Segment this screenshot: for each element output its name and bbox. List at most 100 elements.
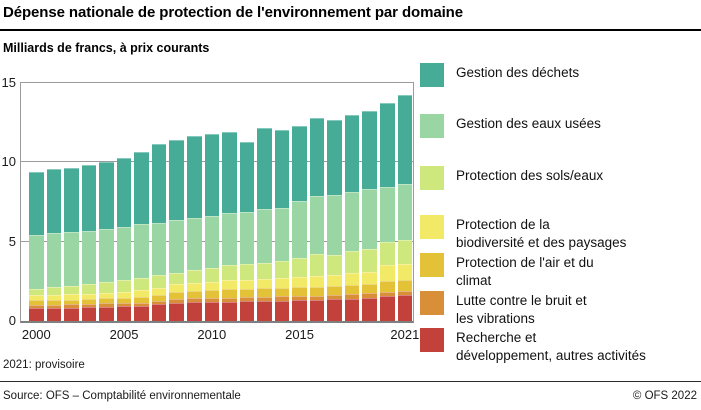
- bar-segment: [397, 263, 413, 280]
- bar-segment: [274, 300, 290, 321]
- legend-swatch-biodiversite: [420, 215, 444, 239]
- bar-segment: [292, 296, 307, 301]
- legend-label: Gestion des eaux usées: [456, 116, 601, 131]
- bar-2000: [29, 172, 44, 321]
- bar-segment: [380, 186, 395, 242]
- bar-segment: [81, 284, 97, 294]
- bar-segment: [204, 267, 220, 282]
- bar-segment: [29, 288, 44, 296]
- bar-2005: [116, 158, 132, 321]
- bar-segment: [204, 290, 220, 298]
- bar-segment: [134, 224, 149, 278]
- bar-segment: [151, 294, 167, 301]
- x-tick-label-2000: 2000: [21, 327, 51, 342]
- bar-segment: [116, 297, 132, 304]
- bar-segment: [64, 299, 79, 305]
- bar-segment: [380, 281, 395, 293]
- x-axis: 2000 2005 2010 2015 2021: [20, 327, 420, 345]
- bar-segment: [397, 294, 413, 321]
- bar-segment: [222, 131, 237, 213]
- bar-segment: [46, 294, 62, 301]
- bar-segment: [327, 294, 342, 300]
- bar-segment: [99, 306, 114, 321]
- bar-segment: [257, 208, 272, 263]
- bar-segment: [186, 218, 202, 271]
- bar-segment: [186, 282, 202, 291]
- bar-segment: [169, 272, 184, 285]
- bar-segment: [292, 276, 307, 288]
- bar-segment: [204, 133, 220, 216]
- bar-segment: [309, 118, 325, 196]
- bar-2016: [309, 118, 325, 321]
- bar-segment: [134, 305, 149, 321]
- bar-segment: [81, 299, 97, 305]
- bar-segment: [81, 293, 97, 300]
- bar-segment: [397, 240, 413, 264]
- bar-segment: [397, 290, 413, 295]
- bar-2020: [380, 103, 395, 321]
- bar-segment: [134, 277, 149, 291]
- bar-segment: [327, 299, 342, 321]
- bar-segment: [309, 286, 325, 296]
- bar-segment: [344, 298, 360, 321]
- bar-2010: [204, 133, 220, 321]
- bar-segment: [46, 287, 62, 295]
- y-tick-label-0: 0: [8, 313, 16, 328]
- bar-segment: [116, 306, 132, 321]
- bar-segment: [151, 144, 167, 223]
- bar-segment: [116, 280, 132, 292]
- bar-segment: [380, 241, 395, 266]
- title-divider: [0, 29, 701, 31]
- bar-segment: [116, 303, 132, 307]
- bar-segment: [169, 284, 184, 292]
- bar-segment: [169, 291, 184, 299]
- chart-legend: Gestion des déchets Gestion des eaux usé…: [420, 0, 700, 363]
- bar-segment: [204, 298, 220, 302]
- bar-segment: [99, 298, 114, 304]
- bar-segment: [344, 115, 360, 193]
- bar-segment: [151, 288, 167, 295]
- bar-segment: [222, 301, 237, 321]
- bar-segment: [64, 304, 79, 308]
- bar-segment: [134, 296, 149, 303]
- bar-segment: [309, 254, 325, 276]
- bar-2007: [151, 144, 167, 321]
- bar-segment: [64, 285, 79, 295]
- bar-segment: [116, 158, 132, 228]
- bar-segment: [274, 130, 290, 208]
- bar-segment: [222, 297, 237, 302]
- bar-segment: [46, 308, 62, 321]
- bar-segment: [397, 95, 413, 185]
- x-tick-label-2005: 2005: [109, 327, 139, 342]
- bar-segment: [116, 291, 132, 298]
- bar-segment: [204, 215, 220, 268]
- bar-segment: [222, 289, 237, 298]
- bar-segment: [274, 277, 290, 288]
- bar-segment: [29, 308, 44, 321]
- bar-2018: [344, 115, 360, 321]
- bar-segment: [99, 292, 114, 299]
- bar-segment: [274, 260, 290, 278]
- bar-segment: [99, 228, 114, 282]
- chart-plot-area: [20, 82, 414, 323]
- bar-2012: [239, 141, 255, 321]
- bar-segment: [29, 235, 44, 289]
- bar-segment: [46, 232, 62, 288]
- bar-segment: [186, 302, 202, 321]
- bar-segment: [292, 126, 307, 202]
- bar-segment: [29, 295, 44, 301]
- bar-segment: [380, 292, 395, 297]
- chart-unit-label: Milliards de francs, à prix courants: [3, 41, 210, 55]
- legend-label: Protection de l'air et du climat: [456, 255, 594, 288]
- bar-segment: [169, 220, 184, 273]
- bar-segment: [344, 251, 360, 274]
- x-tick-label-2015: 2015: [285, 327, 315, 342]
- bar-segment: [46, 300, 62, 305]
- bar-segment: [64, 294, 79, 300]
- legend-label: Recherche et développement, autres activ…: [456, 330, 646, 363]
- bar-2003: [81, 165, 97, 321]
- legend-swatch-eaux-usees: [420, 114, 444, 138]
- bar-segment: [344, 192, 360, 252]
- legend-swatch-recherche: [420, 328, 444, 352]
- bar-segment: [397, 279, 413, 291]
